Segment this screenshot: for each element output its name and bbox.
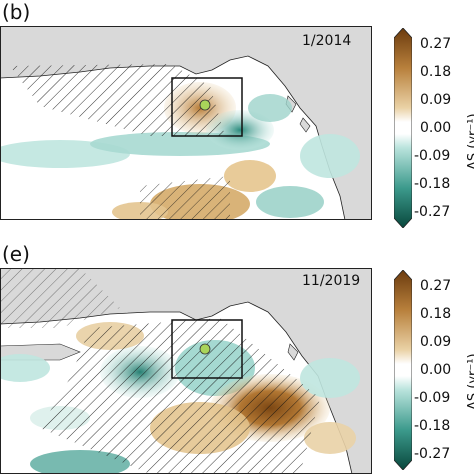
- panel-e-colorbar-unit: ΔS (yr⁻¹): [466, 353, 474, 410]
- panel-b-colorbar: [394, 28, 412, 228]
- panel-b-tick-6: -0.27: [414, 204, 451, 220]
- panel-b-letter: (b): [2, 0, 31, 24]
- panel-e-tick-2: 0.09: [420, 334, 452, 350]
- panel-e-tick-3: 0.00: [420, 362, 452, 378]
- panel-b-tick-2: 0.09: [420, 92, 452, 108]
- panel-e-map: [0, 268, 372, 474]
- region-box: [171, 319, 243, 379]
- panel-b-tick-5: -0.18: [414, 176, 451, 192]
- panel-b-tick-0: 0.27: [420, 36, 452, 52]
- panel-e-date: 11/2019: [302, 273, 361, 289]
- panel-e-colorbar: [394, 270, 412, 470]
- panel-b-tick-3: 0.00: [420, 120, 452, 136]
- panel-e-tick-6: -0.27: [414, 446, 451, 462]
- panel-e-tick-0: 0.27: [420, 278, 452, 294]
- panel-e-letter: (e): [2, 242, 30, 266]
- panel-b-tick-4: -0.09: [414, 148, 451, 164]
- panel-b-date: 1/2014: [302, 33, 352, 49]
- panel-b-map: [0, 26, 372, 220]
- panel-b-colorbar-unit: ΔS (yr⁻¹): [466, 113, 474, 170]
- panel-e-tick-4: -0.09: [414, 390, 451, 406]
- station-marker: [199, 99, 211, 111]
- panel-e-tick-1: 0.18: [420, 306, 452, 322]
- panel-e-tick-5: -0.18: [414, 418, 451, 434]
- region-box: [171, 77, 243, 137]
- panel-b-tick-1: 0.18: [420, 64, 452, 80]
- station-marker: [199, 343, 211, 355]
